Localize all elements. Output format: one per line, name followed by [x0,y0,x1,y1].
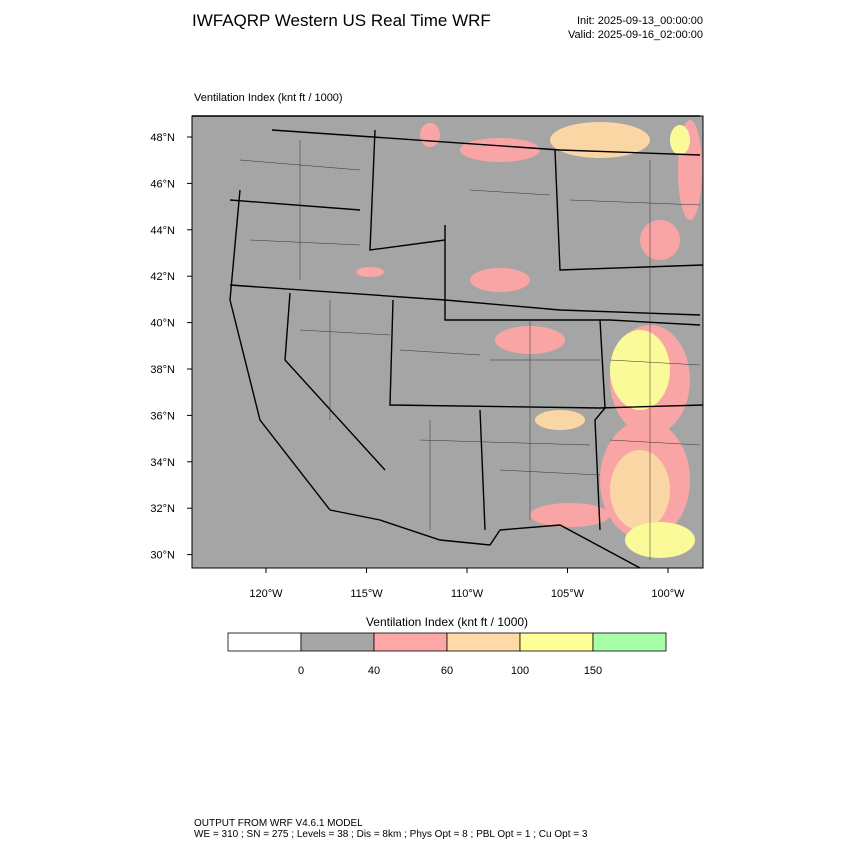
county-lines [239,140,701,560]
map [191,115,704,569]
lon-label: 120°W [249,588,283,600]
footer-model: OUTPUT FROM WRF V4.6.1 MODEL [194,818,363,829]
lon-label: 110°W [451,588,484,600]
colorbar-label: 60 [441,665,453,677]
lon-labels: 120°W 115°W 110°W 105°W 100°W [249,568,685,600]
colorbar-box [227,632,302,652]
init-time: Init: 2025-09-13_00:00:00 [577,15,703,27]
lat-label: 36°N [150,410,175,422]
lon-label: 105°W [551,588,585,600]
title: IWFAQRP Western US Real Time WRF [192,11,491,30]
lat-label: 46°N [150,178,175,190]
colorbar-box [373,632,448,652]
colorbar-label: 40 [368,665,380,677]
lat-labels: 48°N 46°N 44°N 42°N 40°N 38°N 36°N 34°N 32°N 30°N [150,132,192,562]
lat-label: 32°N [150,503,175,515]
lat-label: 44°N [150,225,175,237]
lat-label: 34°N [150,457,175,469]
lat-label: 38°N [150,364,175,376]
colorbar-title: Ventilation Index (knt ft / 1000) [366,615,528,629]
footer-settings: WE = 310 ; SN = 275 ; Levels = 38 ; Dis … [194,829,588,840]
colorbar-label: 100 [511,665,529,677]
colorbar: 0 40 60 100 150 [227,632,667,677]
lat-label: 40°N [150,318,175,330]
colorbar-box [592,632,667,652]
colorbar-label: 0 [298,665,304,677]
lon-label: 100°W [651,588,685,600]
lat-label: 48°N [150,132,175,144]
colorbar-box [300,632,375,652]
colorbar-box [446,632,521,652]
lat-label: 30°N [150,550,175,562]
colorbar-box [519,632,594,652]
field-label: Ventilation Index (knt ft / 1000) [194,92,343,104]
valid-time: Valid: 2025-09-16_02:00:00 [568,29,703,41]
lon-label: 115°W [350,588,383,600]
colorbar-label: 150 [584,665,602,677]
lat-label: 42°N [150,271,175,283]
